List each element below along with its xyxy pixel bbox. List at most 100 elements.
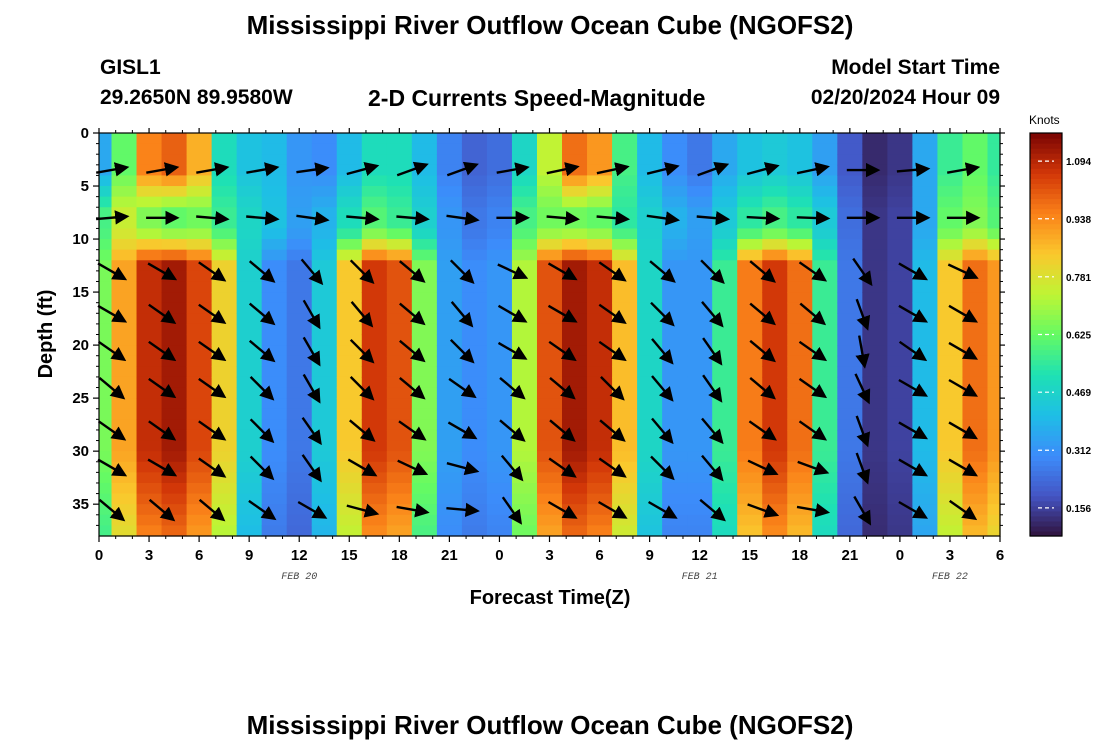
heatmap-cell <box>161 323 188 336</box>
heatmap-cell <box>587 217 613 230</box>
heatmap-cell <box>361 239 388 251</box>
heatmap-cell <box>286 408 313 420</box>
heatmap-cell <box>837 355 863 367</box>
heatmap-cell <box>712 419 738 431</box>
heatmap-cell <box>812 281 838 293</box>
heatmap-cell <box>912 482 939 495</box>
heatmap-cell <box>862 281 888 293</box>
heatmap-cell <box>837 323 863 336</box>
heatmap-cell <box>912 260 939 272</box>
heatmap-cell <box>336 323 363 336</box>
heatmap-cell <box>436 429 463 442</box>
current-vector-arrow <box>302 299 321 330</box>
heatmap-cell <box>712 249 738 261</box>
heatmap-cell <box>787 143 813 155</box>
heatmap-cell <box>436 334 463 346</box>
heatmap-cell <box>311 472 338 484</box>
heatmap-cell <box>762 239 788 251</box>
heatmap-cell <box>186 228 213 240</box>
heatmap-cell <box>862 461 888 473</box>
heatmap-cell <box>286 482 313 495</box>
heatmap-cell <box>136 249 163 261</box>
heatmap-cell <box>887 270 914 283</box>
heatmap-cell <box>486 366 513 378</box>
heatmap-cell <box>637 398 663 410</box>
heatmap-cell <box>111 440 138 452</box>
heatmap-cell <box>587 429 613 442</box>
heatmap-cell <box>161 398 188 410</box>
heatmap-cell <box>937 355 964 367</box>
heatmap-cell <box>687 164 713 177</box>
heatmap-cell <box>862 302 888 314</box>
heatmap-cell <box>536 461 563 473</box>
heatmap-cell <box>987 472 1001 484</box>
heatmap-cell <box>336 292 363 304</box>
heatmap-cell <box>762 281 788 293</box>
heatmap-cell <box>211 355 238 367</box>
heatmap-cell <box>486 376 513 389</box>
current-vector-arrow <box>700 259 725 285</box>
heatmap-cell <box>461 525 488 537</box>
heatmap-cell <box>161 196 188 208</box>
heatmap-cell <box>662 175 688 187</box>
colorbar-segment <box>1030 289 1062 295</box>
heatmap-cell <box>987 281 1001 293</box>
heatmap-cell <box>511 249 538 261</box>
heatmap-cell <box>637 451 663 463</box>
heatmap-cell <box>837 196 863 208</box>
heatmap-cell <box>311 398 338 410</box>
y-tick-label: 35 <box>72 496 89 513</box>
heatmap-cell <box>887 408 914 420</box>
current-vector-arrow <box>898 421 929 440</box>
heatmap-cell <box>562 419 588 431</box>
heatmap-cell <box>461 313 488 325</box>
heatmap-cell <box>612 196 638 208</box>
heatmap-cell <box>486 504 513 516</box>
heatmap-cell <box>111 260 138 272</box>
current-vector-arrow <box>398 420 427 441</box>
heatmap-cell <box>787 239 813 251</box>
heatmap-cell <box>962 217 989 230</box>
current-vector-arrow <box>648 500 678 519</box>
colorbar-segment <box>1030 258 1062 265</box>
heatmap-cell <box>161 302 188 314</box>
heatmap-cell <box>612 493 638 505</box>
heatmap-cell <box>662 239 688 251</box>
current-vector-arrow <box>246 162 280 177</box>
colorbar-segment <box>1030 440 1062 446</box>
heatmap-cell <box>887 281 914 293</box>
heatmap-cell <box>99 323 113 336</box>
heatmap-cell <box>486 408 513 420</box>
heatmap-cell <box>837 292 863 304</box>
heatmap-cell <box>486 133 513 145</box>
heatmap-cell <box>937 408 964 420</box>
heatmap-cell <box>737 228 763 240</box>
current-vector-arrow <box>448 377 477 399</box>
current-vector-arrow <box>702 337 723 366</box>
heatmap-cell <box>612 133 638 145</box>
heatmap-cell <box>987 514 1001 526</box>
heatmap-cell <box>211 493 238 505</box>
heatmap-cell <box>562 504 588 516</box>
heatmap-cell <box>837 461 863 473</box>
heatmap-cell <box>461 186 488 198</box>
heatmap-cell <box>637 493 663 505</box>
heatmap-cell <box>386 228 413 240</box>
heatmap-cell <box>111 334 138 346</box>
heatmap-cell <box>962 175 989 187</box>
heatmap-cell <box>712 143 738 155</box>
heatmap-cell <box>461 249 488 261</box>
heatmap-cell <box>536 408 563 420</box>
heatmap-cell <box>411 313 438 325</box>
colorbar-segment <box>1030 233 1062 240</box>
heatmap-cell <box>712 228 738 240</box>
heatmap-cell <box>812 398 838 410</box>
heatmap-cell <box>837 154 863 166</box>
heatmap-cell <box>737 323 763 336</box>
heatmap-cell <box>587 186 613 198</box>
heatmap-cell <box>536 228 563 240</box>
heatmap-cell <box>712 514 738 526</box>
heatmap-cell <box>161 525 188 537</box>
heatmap-cell <box>987 334 1001 346</box>
heatmap-cell <box>762 366 788 378</box>
